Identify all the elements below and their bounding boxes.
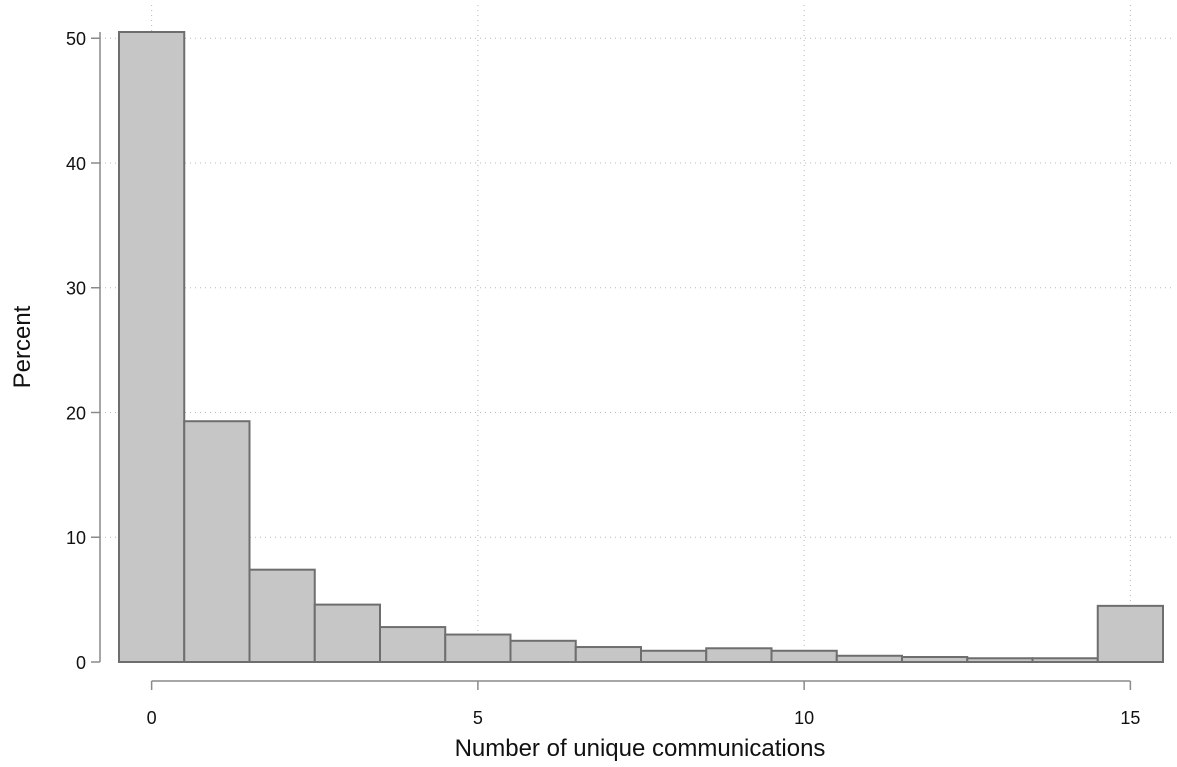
x-tick-label: 5 [473,708,483,728]
histogram-bar [118,31,186,663]
histogram-bar [574,646,642,664]
histogram-bar [183,420,251,663]
y-axis-title: Percent [9,305,36,388]
histogram-bar [379,626,447,664]
y-tick-label: 30 [66,279,86,299]
x-tick-label: 0 [147,708,157,728]
x-tick-label: 10 [794,708,814,728]
histogram-bar [966,657,1034,664]
histogram-bar [1096,604,1164,664]
histogram-bar [901,656,969,663]
bars [118,31,1164,664]
histogram-bar [444,633,512,663]
histogram-bar [248,568,316,663]
x-tick-label: 15 [1120,708,1140,728]
y-tick-label: 10 [66,528,86,548]
x-axis: 0 5 10 15 [147,680,1140,728]
x-axis-title: Number of unique communications [455,735,826,762]
grid [100,5,1173,662]
histogram-bar [509,639,577,663]
histogram-bar [705,647,773,663]
y-tick-label: 50 [66,29,86,49]
y-tick-label: 40 [66,154,86,174]
histogram-bar [770,649,838,664]
y-tick-label: 20 [66,403,86,423]
histogram-bar [835,654,903,664]
y-axis: 0 10 20 30 40 50 [66,29,101,673]
histogram-bar [1031,657,1099,664]
histogram-bar [313,603,381,664]
histogram-bar [640,649,708,664]
y-tick-label: 0 [76,653,86,673]
